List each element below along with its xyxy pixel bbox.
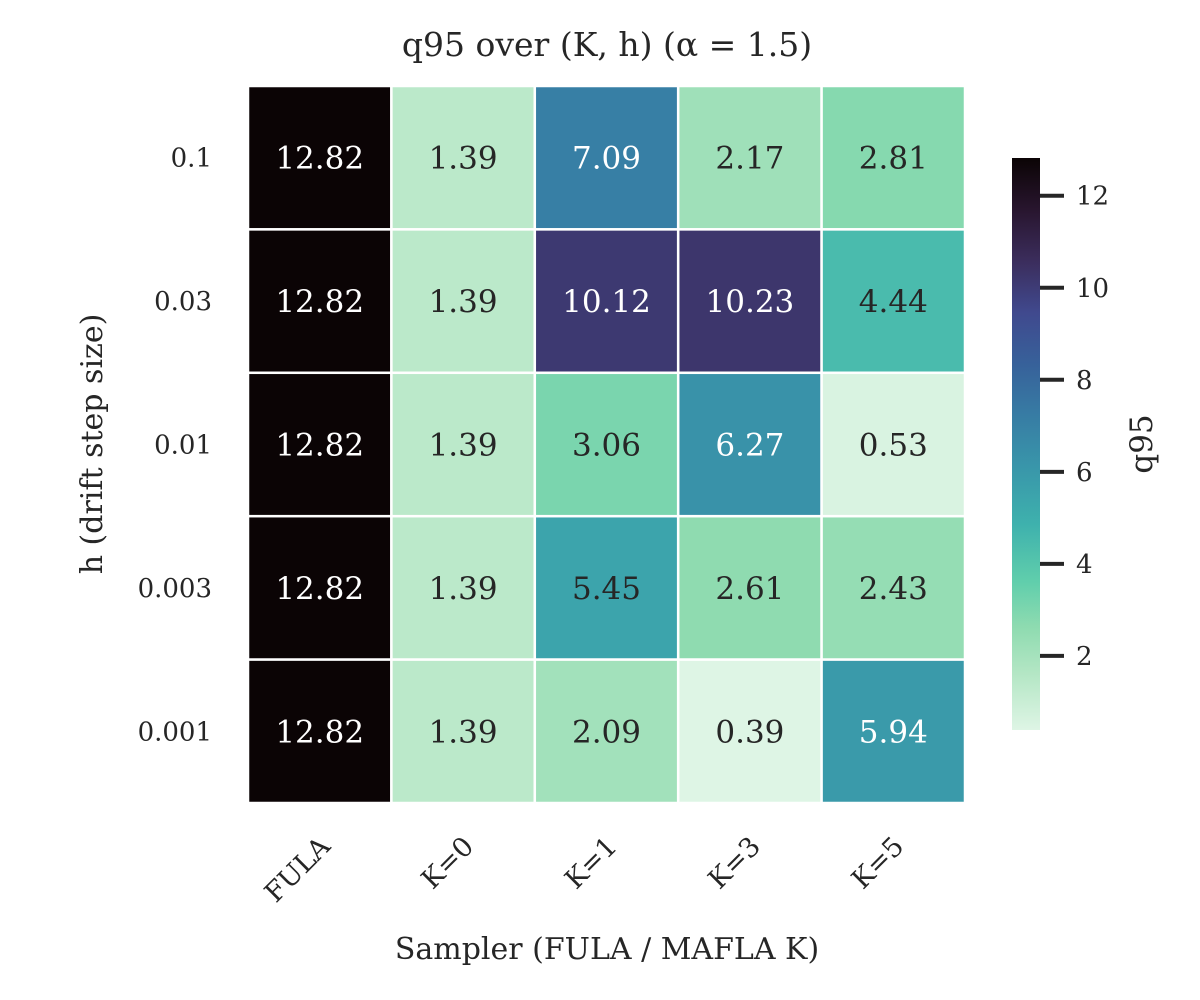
- heatmap-cell-label: 5.45: [572, 571, 641, 607]
- heatmap-cell-label: 1.39: [429, 571, 498, 607]
- y-axis-label: h (drift step size): [75, 314, 110, 575]
- colorbar-ticks: 2 4 6 8 10 12: [1040, 182, 1109, 672]
- heatmap-cell-label: 6.27: [715, 428, 784, 464]
- heatmap-cell-label: 2.09: [572, 714, 641, 750]
- heatmap-cell-label: 2.17: [715, 141, 784, 177]
- chart-title-text: q95 over (K, h) (α = 1.5): [402, 25, 812, 64]
- heatmap-cell-label: 3.06: [572, 428, 641, 464]
- colorbar-tick-label: 8: [1076, 366, 1093, 396]
- heatmap-cell: [390, 371, 537, 518]
- colorbar-tick-label: 12: [1076, 182, 1109, 212]
- heatmap-cell-label: 1.39: [429, 284, 498, 320]
- heatmap-cell: [676, 371, 823, 518]
- heatmap-cell: [246, 228, 393, 375]
- colorbar-tick-label: 10: [1076, 274, 1109, 304]
- heatmap-cell: [390, 514, 537, 661]
- x-tick-label: K=1: [559, 831, 623, 895]
- heatmap-cell: [246, 84, 393, 231]
- colorbar-tick-label: 4: [1076, 550, 1093, 580]
- heatmap-cell-label: 4.44: [859, 284, 928, 320]
- colorbar: [1012, 158, 1040, 730]
- y-tick-label: 0.03: [154, 287, 212, 317]
- heatmap-cell-labels: 12.82 1.39 7.09 2.17 2.81 12.82 1.39 10.12 10.23…: [275, 141, 927, 751]
- heatmap-cell-label: 0.53: [859, 428, 928, 464]
- heatmap-cell: [390, 658, 537, 805]
- heatmap-cell-label: 12.82: [275, 428, 364, 464]
- heatmap-cell-label: 2.61: [715, 571, 784, 607]
- heatmap-cell: [533, 658, 680, 805]
- heatmap-cell-label: 2.43: [859, 571, 928, 607]
- heatmap-cell-label: 12.82: [275, 714, 364, 750]
- heatmap-cell: [246, 658, 393, 805]
- heatmap-cell: [533, 228, 680, 375]
- x-tick-labels: FULA K=0 K=1 K=3 K=5: [259, 831, 910, 909]
- y-tick-label: 0.01: [154, 431, 212, 461]
- heatmap-cell: [820, 228, 967, 375]
- chart-title: q95 over (K, h) (α = 1.5): [402, 25, 812, 64]
- heatmap-cell-label: 5.94: [859, 714, 928, 750]
- heatmap-cell-label: 12.82: [275, 141, 364, 177]
- y-tick-label: 0.001: [138, 717, 212, 747]
- heatmap-cell: [676, 514, 823, 661]
- heatmap-cell-label: 0.39: [715, 714, 784, 750]
- heatmap-cells: [246, 84, 967, 805]
- heatmap-cell: [820, 514, 967, 661]
- heatmap-cell-label: 10.23: [706, 284, 795, 320]
- x-tick-label: K=0: [416, 831, 480, 895]
- heatmap-cell: [820, 658, 967, 805]
- colorbar-tick-label: 6: [1076, 458, 1093, 488]
- y-tick-labels: 0.1 0.03 0.01 0.003 0.001: [138, 144, 212, 748]
- colorbar-tick-label: 2: [1076, 642, 1093, 672]
- heatmap-cell-label: 1.39: [429, 428, 498, 464]
- heatmap-cell: [533, 514, 680, 661]
- heatmap-cell-label: 12.82: [275, 571, 364, 607]
- heatmap-cell: [533, 84, 680, 231]
- heatmap-cell-label: 1.39: [429, 141, 498, 177]
- heatmap-cell-label: 1.39: [429, 714, 498, 750]
- heatmap-cell-label: 2.81: [859, 141, 928, 177]
- heatmap-cell-label: 7.09: [572, 141, 641, 177]
- y-tick-label: 0.1: [171, 144, 212, 174]
- colorbar-label: q95: [1124, 414, 1160, 473]
- y-tick-label: 0.003: [138, 574, 212, 604]
- x-tick-label: K=5: [846, 831, 910, 895]
- x-tick-label: FULA: [259, 831, 337, 909]
- heatmap-cell: [390, 84, 537, 231]
- heatmap-cell-label: 10.12: [562, 284, 651, 320]
- heatmap-cell: [246, 514, 393, 661]
- heatmap-cell-label: 12.82: [275, 284, 364, 320]
- x-tick-label: K=3: [703, 831, 767, 895]
- x-axis-label: Sampler (FULA / MAFLA K): [395, 932, 819, 967]
